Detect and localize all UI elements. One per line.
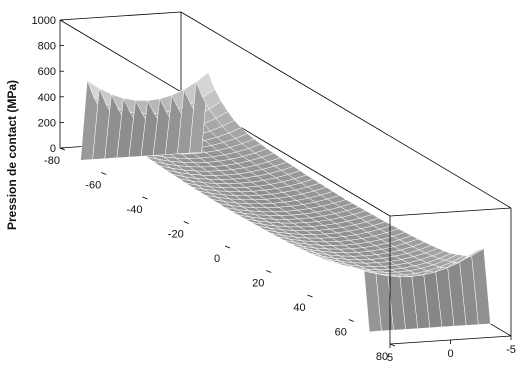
z-tick-label: 0 (50, 143, 56, 155)
x-tick-mark (348, 319, 354, 322)
box-edge (389, 207, 512, 217)
z-tick-label: 800 (38, 41, 56, 53)
x-tick-label: -40 (127, 204, 143, 216)
x-tick-mark (59, 147, 66, 151)
x-tick-label: 60 (335, 327, 347, 339)
x-tick-label: 20 (252, 278, 264, 290)
y-tick-label: 5 (387, 352, 393, 364)
x-tick-label: 80 (376, 351, 388, 363)
pressure-surface (80, 71, 491, 333)
box-edge (59, 11, 182, 21)
z-axis-ticks: 0 200 400 600 800 1000 (32, 15, 64, 155)
z-tick-label: 600 (38, 66, 56, 78)
z-axis-label: Pression de contact (MPa) (5, 80, 19, 230)
x-tick-label: -60 (85, 180, 101, 192)
y-tick-label: 0 (447, 348, 453, 360)
x-tick-mark (142, 196, 148, 200)
z-tick-label: 200 (38, 117, 56, 129)
x-tick-label: 40 (293, 302, 305, 314)
x-tick-label: 0 (214, 253, 220, 265)
x-axis-ticks: -80 -60 -40 -20 0 20 40 60 80 (44, 147, 396, 363)
z-tick-label: 400 (38, 92, 56, 104)
x-tick-mark (307, 294, 313, 298)
x-tick-mark (224, 245, 231, 249)
surface-cell (471, 248, 491, 325)
x-tick-mark (183, 221, 189, 224)
z-tick-label: 1000 (32, 15, 56, 27)
y-tick-label: -5 (506, 344, 516, 356)
x-tick-mark (389, 343, 396, 347)
x-tick-mark (101, 172, 107, 175)
x-tick-label: -20 (168, 229, 184, 241)
y-axis-ticks: 5 0 -5 (387, 336, 516, 364)
x-tick-mark (266, 270, 272, 273)
x-tick-label: -80 (44, 155, 60, 167)
box-edge (180, 11, 512, 209)
